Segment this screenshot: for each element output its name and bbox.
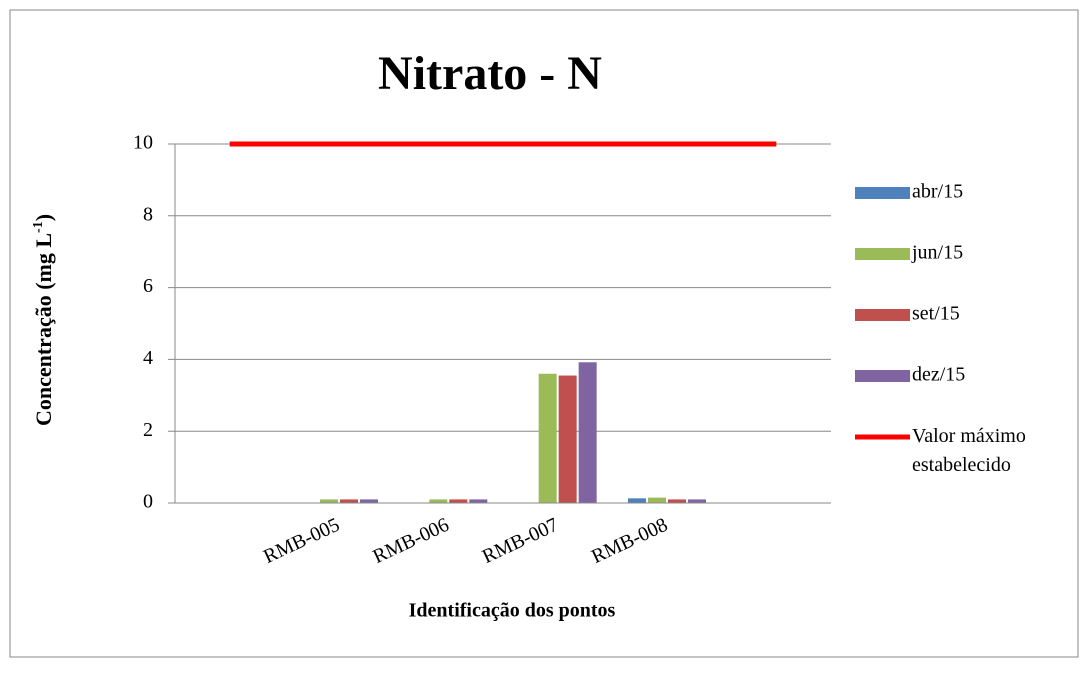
bar xyxy=(449,499,468,503)
bar xyxy=(538,373,557,503)
legend-label: dez/15 xyxy=(912,364,965,386)
bar xyxy=(360,499,378,503)
y-tick-label: 2 xyxy=(143,419,153,441)
y-axis-label-sup: -1 xyxy=(31,221,46,233)
legend-swatch xyxy=(855,248,910,260)
legend-label: abr/15 xyxy=(912,181,963,203)
y-tick-label: 6 xyxy=(143,275,153,297)
bar xyxy=(469,499,488,503)
bar xyxy=(340,499,358,503)
bar xyxy=(688,499,706,503)
y-tick-label: 4 xyxy=(143,347,153,369)
legend-label-line: Valor máximo xyxy=(912,425,1026,447)
bar xyxy=(668,499,686,503)
bar xyxy=(628,498,646,503)
y-axis-label-text: Concentração (mg L xyxy=(31,233,56,426)
legend-swatch xyxy=(855,187,910,199)
y-tick-label: 10 xyxy=(133,132,153,154)
y-tick-label: 0 xyxy=(143,491,153,513)
legend-label-line: estabelecido xyxy=(912,454,1011,476)
bar xyxy=(578,362,597,503)
x-axis-label: Identificação dos pontos xyxy=(409,600,616,622)
bar xyxy=(320,499,338,503)
legend-label: Valor máximo estabelecido xyxy=(912,425,1026,476)
bar xyxy=(558,375,577,503)
bar xyxy=(429,499,448,503)
legend-label: jun/15 xyxy=(911,242,963,264)
legend-swatch xyxy=(855,370,910,382)
chart-title: Nitrato - N xyxy=(378,47,602,100)
y-axis-label: Concentração (mg L-1) xyxy=(31,214,56,426)
y-tick-label: 8 xyxy=(143,203,153,225)
chart-border xyxy=(9,9,1079,658)
legend-swatch xyxy=(855,309,910,321)
y-axis-label-end: ) xyxy=(31,214,56,221)
bar xyxy=(648,497,666,503)
legend-label: set/15 xyxy=(912,303,960,325)
